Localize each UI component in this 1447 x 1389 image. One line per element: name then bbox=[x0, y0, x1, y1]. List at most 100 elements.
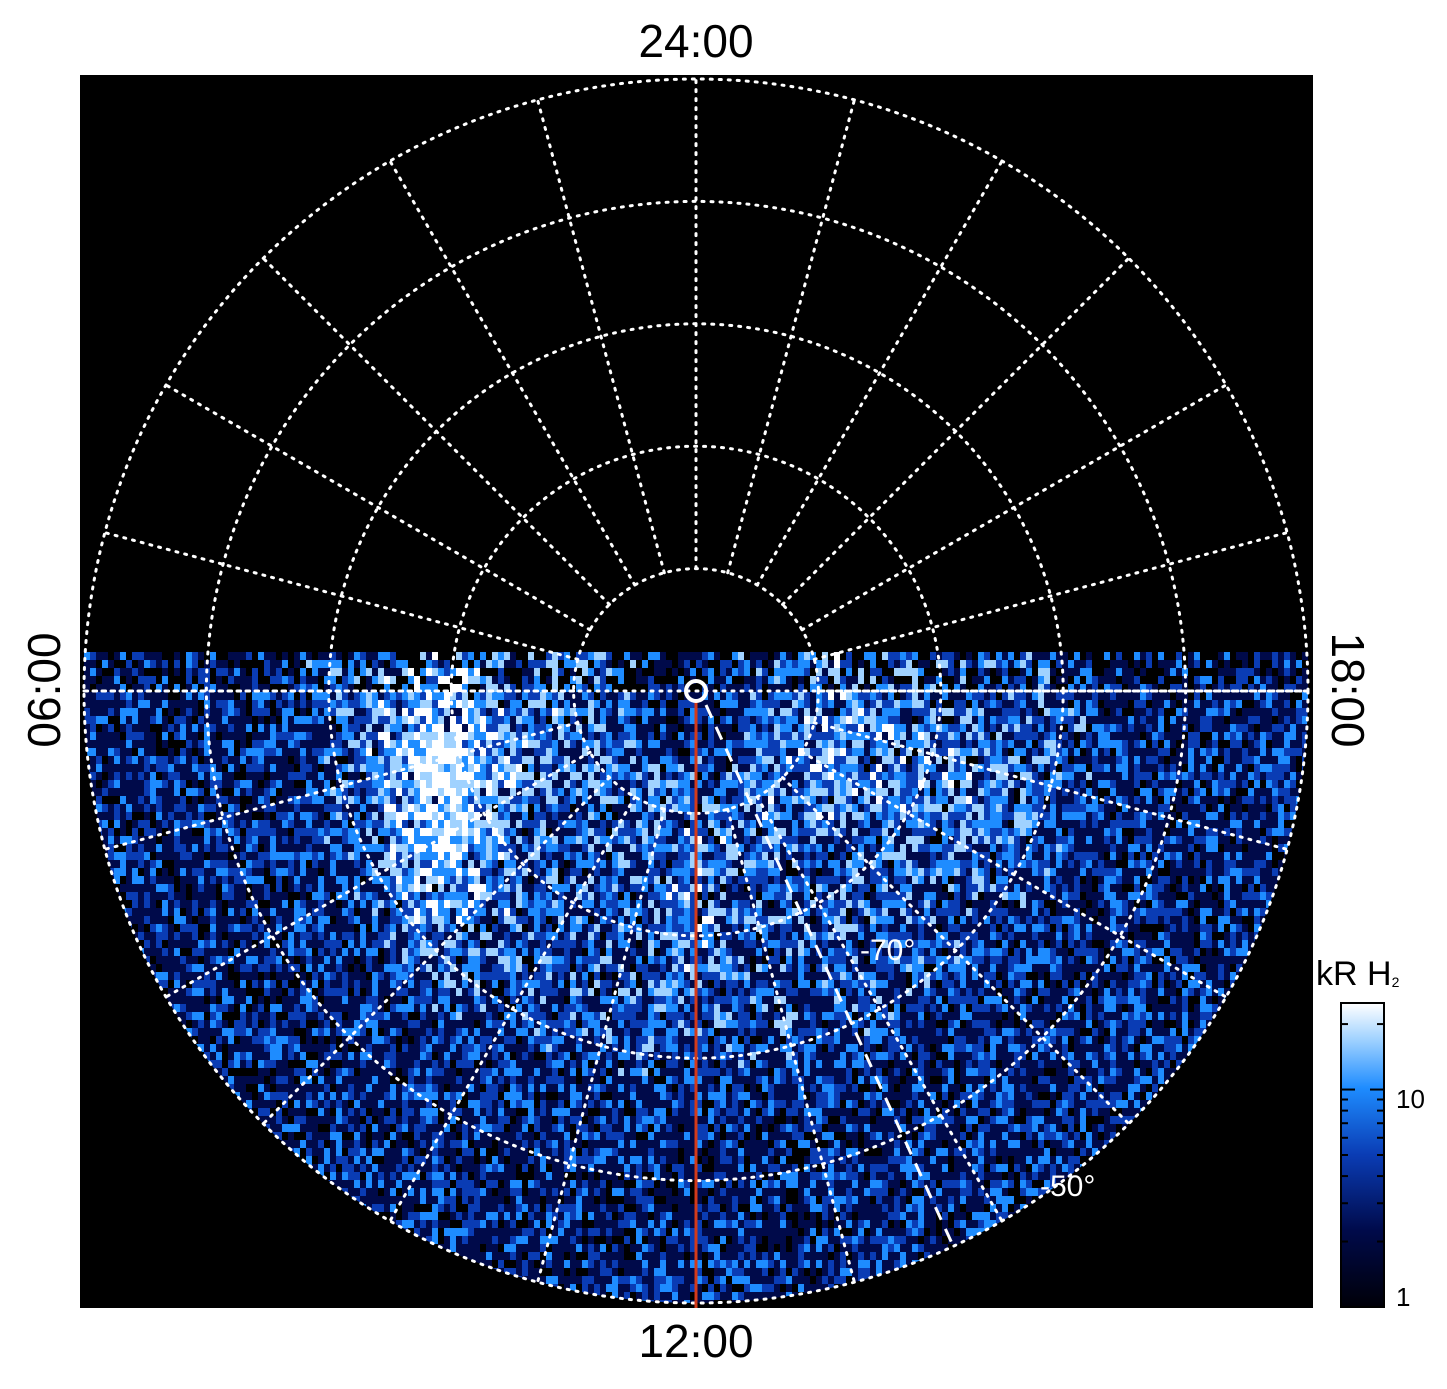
emission-cell bbox=[618, 716, 624, 724]
emission-cell bbox=[1272, 828, 1278, 836]
emission-cell bbox=[222, 740, 228, 748]
emission-cell bbox=[306, 684, 312, 692]
emission-cell bbox=[1062, 868, 1068, 876]
emission-cell bbox=[732, 756, 738, 764]
emission-cell bbox=[780, 724, 786, 732]
emission-cell bbox=[726, 716, 732, 724]
emission-cell bbox=[888, 724, 894, 732]
emission-cell bbox=[780, 660, 786, 668]
emission-cell bbox=[1134, 724, 1140, 732]
emission-cell bbox=[834, 764, 840, 772]
emission-cell bbox=[354, 796, 360, 804]
emission-cell bbox=[954, 820, 960, 828]
emission-cell bbox=[1278, 844, 1284, 852]
emission-cell bbox=[384, 772, 390, 780]
emission-cell bbox=[1110, 868, 1116, 876]
emission-cell bbox=[108, 852, 114, 860]
emission-cell bbox=[816, 820, 822, 828]
emission-cell bbox=[924, 740, 930, 748]
emission-cell bbox=[576, 660, 582, 668]
emission-cell bbox=[912, 828, 918, 836]
emission-cell bbox=[1158, 660, 1164, 668]
emission-cell bbox=[804, 828, 810, 836]
emission-cell bbox=[1152, 708, 1158, 716]
emission-cell bbox=[1248, 692, 1254, 700]
emission-cell bbox=[744, 668, 750, 676]
emission-cell bbox=[528, 652, 534, 660]
emission-cell bbox=[1116, 684, 1122, 692]
emission-cell bbox=[1170, 764, 1176, 772]
emission-cell bbox=[1242, 796, 1248, 804]
emission-cell bbox=[750, 844, 756, 852]
emission-cell bbox=[324, 820, 330, 828]
emission-cell bbox=[1044, 748, 1050, 756]
emission-cell bbox=[1020, 748, 1026, 756]
emission-cell bbox=[432, 740, 438, 748]
emission-cell bbox=[372, 732, 378, 740]
emission-cell bbox=[1230, 764, 1236, 772]
emission-cell bbox=[984, 820, 990, 828]
emission-cell bbox=[558, 828, 564, 836]
emission-cell bbox=[684, 732, 690, 740]
emission-cell bbox=[294, 852, 300, 860]
emission-cell bbox=[504, 844, 510, 852]
emission-cell bbox=[780, 772, 786, 780]
emission-cell bbox=[774, 764, 780, 772]
emission-cell bbox=[1062, 692, 1068, 700]
emission-cell bbox=[1038, 748, 1044, 756]
emission-cell bbox=[756, 716, 762, 724]
emission-cell bbox=[1014, 844, 1020, 852]
emission-cell bbox=[624, 820, 630, 828]
emission-cell bbox=[426, 828, 432, 836]
emission-cell bbox=[1050, 852, 1056, 860]
emission-cell bbox=[144, 772, 150, 780]
emission-cell bbox=[594, 748, 600, 756]
emission-cell bbox=[354, 716, 360, 724]
emission-cell bbox=[468, 836, 474, 844]
emission-cell bbox=[210, 852, 216, 860]
emission-cell bbox=[432, 796, 438, 804]
emission-cell bbox=[1008, 684, 1014, 692]
emission-cell bbox=[1182, 676, 1188, 684]
emission-cell bbox=[1050, 844, 1056, 852]
emission-cell bbox=[780, 852, 786, 860]
emission-cell bbox=[792, 724, 798, 732]
emission-cell bbox=[1116, 868, 1122, 876]
emission-cell bbox=[264, 764, 270, 772]
emission-cell bbox=[1146, 796, 1152, 804]
emission-cell bbox=[1032, 748, 1038, 756]
emission-cell bbox=[1212, 716, 1218, 724]
emission-cell bbox=[1194, 740, 1200, 748]
emission-cell bbox=[1278, 740, 1284, 748]
emission-cell bbox=[498, 852, 504, 860]
emission-cell bbox=[720, 692, 726, 700]
emission-cell bbox=[288, 716, 294, 724]
emission-cell bbox=[906, 772, 912, 780]
emission-cell bbox=[156, 788, 162, 796]
emission-cell bbox=[726, 732, 732, 740]
emission-cell bbox=[1116, 812, 1122, 820]
emission-cell bbox=[864, 852, 870, 860]
emission-cell bbox=[1014, 804, 1020, 812]
emission-cell bbox=[654, 684, 660, 692]
emission-cell bbox=[1194, 772, 1200, 780]
emission-cell bbox=[372, 796, 378, 804]
emission-cell bbox=[1236, 836, 1242, 844]
emission-cell bbox=[828, 772, 834, 780]
emission-cell bbox=[996, 804, 1002, 812]
emission-cell bbox=[900, 836, 906, 844]
emission-cell bbox=[360, 764, 366, 772]
emission-cell bbox=[1266, 836, 1272, 844]
emission-cell bbox=[1158, 772, 1164, 780]
emission-cell bbox=[192, 684, 198, 692]
emission-cell bbox=[192, 764, 198, 772]
emission-cell bbox=[600, 804, 606, 812]
emission-cell bbox=[1140, 692, 1146, 700]
emission-cell bbox=[942, 820, 948, 828]
emission-cell bbox=[282, 708, 288, 716]
emission-cell bbox=[858, 860, 864, 868]
emission-cell bbox=[702, 660, 708, 668]
emission-cell bbox=[318, 852, 324, 860]
emission-cell bbox=[888, 828, 894, 836]
emission-cell bbox=[828, 868, 834, 876]
